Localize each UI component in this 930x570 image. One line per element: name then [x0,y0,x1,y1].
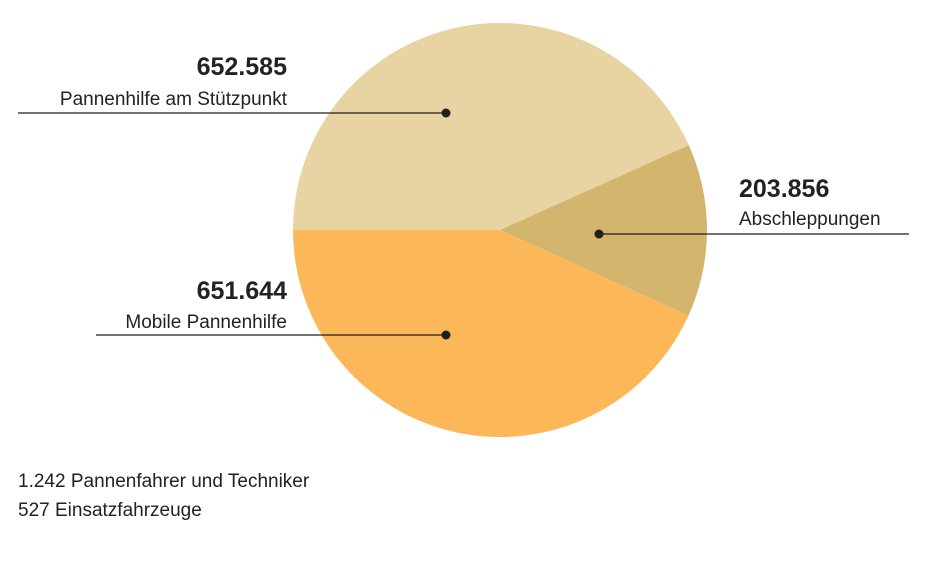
footnote-vehicles: 527 Einsatzfahrzeuge [18,500,202,521]
value-label-pannenhilfe-am-stuetzpunkt: 652.585 [197,53,287,81]
footnote-staff: 1.242 Pannenfahrer und Techniker [18,471,310,492]
pie-slice-abschleppungen [500,145,708,316]
category-label-mobile-pannenhilfe: Mobile Pannenhilfe [125,312,287,333]
leader-dot-abschleppungen [594,229,604,239]
pie-slice-mobile-pannenhilfe [292,230,689,438]
pie-slices [292,22,708,438]
value-label-mobile-pannenhilfe: 651.644 [197,277,287,305]
category-label-abschleppungen: Abschleppungen [739,209,881,230]
leader-dot-mobile-pannenhilfe [441,330,451,340]
value-label-abschleppungen: 203.856 [739,175,829,203]
leader-dot-pannenhilfe-am-stuetzpunkt [441,108,451,118]
slice-annotations: 652.585 Pannenhilfe am Stützpunkt 203.856 A… [18,53,909,340]
pie-slice-pannenhilfe-am-stuetzpunkt [293,22,689,230]
category-label-pannenhilfe-am-stuetzpunkt: Pannenhilfe am Stützpunkt [60,89,288,110]
